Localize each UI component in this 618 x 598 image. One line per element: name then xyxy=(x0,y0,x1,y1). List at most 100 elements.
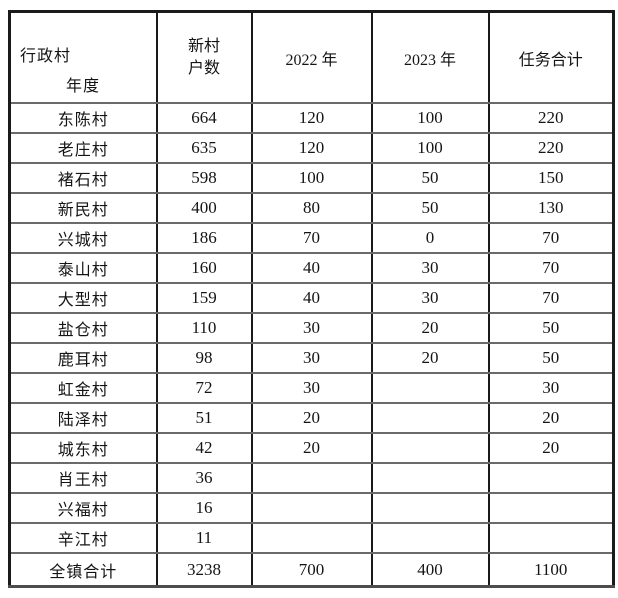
y2023-total-cell: 400 xyxy=(370,552,490,588)
table-row: 兴城村 186 70 0 70 xyxy=(8,222,615,254)
table-row: 新民村 400 80 50 130 xyxy=(8,192,615,224)
corner-row-axis-label: 行政村 xyxy=(20,48,72,65)
y2022-cell: 120 xyxy=(250,102,373,134)
village-name-cell: 褚石村 xyxy=(8,162,158,194)
y2023-cell xyxy=(370,522,490,554)
table-row: 老庄村 635 120 100 220 xyxy=(8,132,615,164)
y2022-cell: 30 xyxy=(250,372,373,404)
y2022-cell: 20 xyxy=(250,402,373,434)
header-row: 行政村 年度 新村 户数 2022 年 2023 年 任务合计 xyxy=(8,10,615,104)
total-cell: 20 xyxy=(487,432,615,464)
y2022-cell xyxy=(250,462,373,494)
y2023-cell: 100 xyxy=(370,132,490,164)
y2022-cell: 70 xyxy=(250,222,373,254)
village-name-cell: 东陈村 xyxy=(8,102,158,134)
total-cell xyxy=(487,492,615,524)
households-cell: 72 xyxy=(155,372,253,404)
total-row-label-cell: 全镇合计 xyxy=(8,552,158,588)
table-row: 大型村 159 40 30 70 xyxy=(8,282,615,314)
y2022-cell: 30 xyxy=(250,312,373,344)
total-cell: 50 xyxy=(487,312,615,344)
village-name-cell: 盐仓村 xyxy=(8,312,158,344)
households-cell: 98 xyxy=(155,342,253,374)
village-name-cell: 泰山村 xyxy=(8,252,158,284)
y2022-cell: 80 xyxy=(250,192,373,224)
village-name-cell: 肖王村 xyxy=(8,462,158,494)
households-cell: 16 xyxy=(155,492,253,524)
village-name-cell: 辛江村 xyxy=(8,522,158,554)
total-cell: 70 xyxy=(487,222,615,254)
y2023-cell xyxy=(370,432,490,464)
y2022-cell: 40 xyxy=(250,282,373,314)
y2023-cell: 50 xyxy=(370,192,490,224)
total-cell xyxy=(487,522,615,554)
y2022-cell: 100 xyxy=(250,162,373,194)
table-row: 盐仓村 110 30 20 50 xyxy=(8,312,615,344)
households-cell: 664 xyxy=(155,102,253,134)
total-cell: 20 xyxy=(487,402,615,434)
village-name-cell: 虹金村 xyxy=(8,372,158,404)
y2023-cell: 20 xyxy=(370,342,490,374)
village-name-cell: 兴福村 xyxy=(8,492,158,524)
y2023-cell: 0 xyxy=(370,222,490,254)
total-cell xyxy=(487,462,615,494)
households-cell: 160 xyxy=(155,252,253,284)
y2023-cell: 100 xyxy=(370,102,490,134)
grand-total-cell: 1100 xyxy=(487,552,615,588)
total-cell: 70 xyxy=(487,252,615,284)
table-row: 褚石村 598 100 50 150 xyxy=(8,162,615,194)
households-total-cell: 3238 xyxy=(155,552,253,588)
households-cell: 42 xyxy=(155,432,253,464)
y2023-cell: 50 xyxy=(370,162,490,194)
households-cell: 51 xyxy=(155,402,253,434)
total-cell: 50 xyxy=(487,342,615,374)
y2022-cell: 120 xyxy=(250,132,373,164)
table-row: 东陈村 664 120 100 220 xyxy=(8,102,615,134)
village-name-cell: 老庄村 xyxy=(8,132,158,164)
corner-col-axis-label: 年度 xyxy=(66,78,101,95)
y2022-cell: 40 xyxy=(250,252,373,284)
y2022-total-cell: 700 xyxy=(250,552,373,588)
total-cell: 70 xyxy=(487,282,615,314)
table-row: 陆泽村 51 20 20 xyxy=(8,402,615,434)
total-cell: 150 xyxy=(487,162,615,194)
households-header-label: 新村 户数 xyxy=(187,37,220,77)
y2023-cell xyxy=(370,492,490,524)
table-row: 鹿耳村 98 30 20 50 xyxy=(8,342,615,374)
households-cell: 110 xyxy=(155,312,253,344)
households-cell: 11 xyxy=(155,522,253,554)
table-row: 城东村 42 20 20 xyxy=(8,432,615,464)
total-cell: 220 xyxy=(487,102,615,134)
households-cell: 36 xyxy=(155,462,253,494)
y2022-cell: 30 xyxy=(250,342,373,374)
y2023-cell: 30 xyxy=(370,282,490,314)
village-name-cell: 陆泽村 xyxy=(8,402,158,434)
y2023-cell xyxy=(370,462,490,494)
village-name-cell: 新民村 xyxy=(8,192,158,224)
total-cell: 220 xyxy=(487,132,615,164)
table-row: 泰山村 160 40 30 70 xyxy=(8,252,615,284)
village-name-cell: 鹿耳村 xyxy=(8,342,158,374)
households-header-cell: 新村 户数 xyxy=(155,10,253,104)
corner-header-cell: 行政村 年度 xyxy=(8,10,158,104)
village-name-cell: 兴城村 xyxy=(8,222,158,254)
village-name-cell: 大型村 xyxy=(8,282,158,314)
y2023-cell: 20 xyxy=(370,312,490,344)
year-2023-header-cell: 2023 年 xyxy=(370,10,490,104)
y2023-cell xyxy=(370,372,490,404)
households-cell: 186 xyxy=(155,222,253,254)
y2023-cell xyxy=(370,402,490,434)
table-row: 虹金村 72 30 30 xyxy=(8,372,615,404)
households-cell: 635 xyxy=(155,132,253,164)
y2022-cell xyxy=(250,492,373,524)
table-row: 辛江村 11 xyxy=(8,522,615,554)
year-2022-header-cell: 2022 年 xyxy=(250,10,373,104)
village-task-table: 行政村 年度 新村 户数 2022 年 2023 年 任务合计 东陈村 664 … xyxy=(8,10,615,588)
total-row: 全镇合计 3238 700 400 1100 xyxy=(8,552,615,588)
y2022-cell: 20 xyxy=(250,432,373,464)
y2023-cell: 30 xyxy=(370,252,490,284)
households-cell: 598 xyxy=(155,162,253,194)
households-cell: 400 xyxy=(155,192,253,224)
y2022-cell xyxy=(250,522,373,554)
table-row: 肖王村 36 xyxy=(8,462,615,494)
